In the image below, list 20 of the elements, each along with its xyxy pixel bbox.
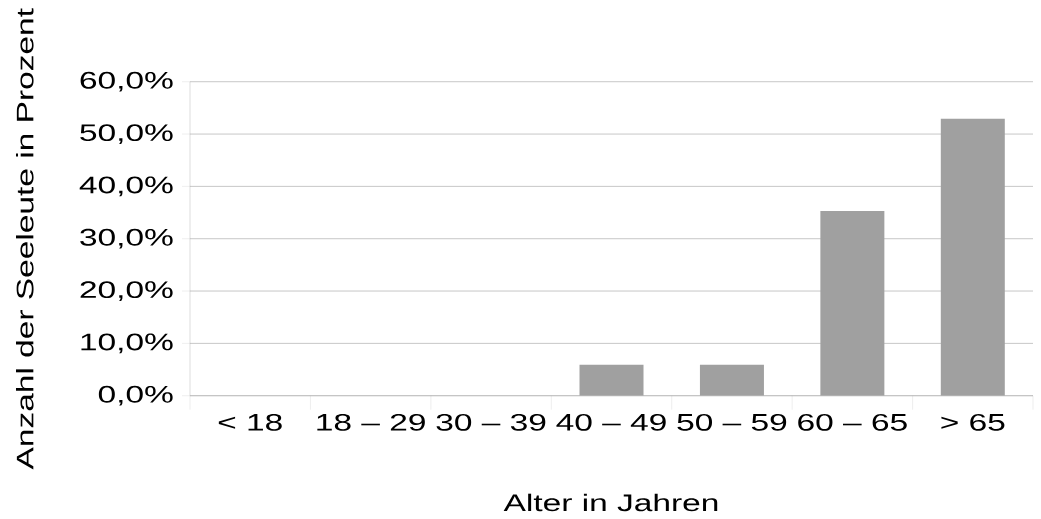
y-tick-label: 60,0% bbox=[80, 71, 173, 92]
x-tick-label: 60 – 65 bbox=[798, 413, 907, 431]
bar bbox=[940, 118, 1005, 396]
x-tick-label: 50 – 59 bbox=[677, 413, 787, 431]
x-tick-label: 40 – 49 bbox=[556, 413, 666, 431]
x-tick-label: 30 – 39 bbox=[436, 413, 546, 431]
x-tick-label: < 18 bbox=[218, 413, 282, 431]
y-tick-label: 0,0% bbox=[98, 385, 173, 406]
y-tick-label: 10,0% bbox=[81, 333, 173, 354]
y-tick-label: 30,0% bbox=[80, 228, 173, 249]
bar bbox=[820, 210, 885, 396]
x-tick-label: > 65 bbox=[941, 413, 1005, 431]
y-tick-label: 20,0% bbox=[80, 281, 173, 301]
x-tick-label: 18 – 29 bbox=[317, 413, 425, 431]
y-axis-title: Anzahl der Seeleute in Prozent bbox=[16, 8, 34, 470]
x-axis-title: Alter in Jahren bbox=[503, 493, 718, 512]
bar bbox=[699, 364, 764, 396]
y-tick-label: 40,0% bbox=[79, 176, 173, 197]
bar bbox=[579, 364, 644, 396]
y-tick-label: 50,0% bbox=[80, 124, 173, 144]
